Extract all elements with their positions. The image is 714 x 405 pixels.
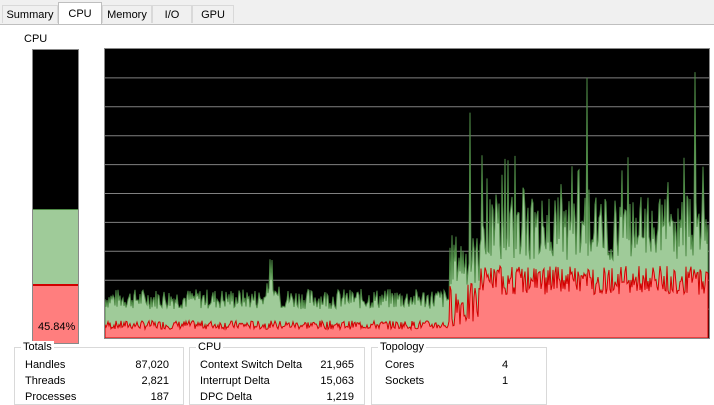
tab-strip: Summary CPU Memory I/O GPU — [0, 2, 714, 25]
tab-summary[interactable]: Summary — [2, 5, 58, 23]
cpu-usage-meter — [32, 49, 79, 344]
threads-label: Threads — [25, 375, 66, 387]
totals-row-threads: Threads 2,821 — [15, 374, 183, 389]
topology-row-sockets: Sockets 1 — [372, 374, 546, 389]
cpu-history-graph — [104, 48, 710, 339]
cpu-history-svg — [105, 72, 709, 338]
cpu-kernel-fill — [33, 284, 78, 343]
processes-value: 187 — [150, 391, 169, 403]
sockets-label: Sockets — [385, 375, 425, 387]
cpu-row-context-switch: Context Switch Delta 21,965 — [190, 358, 364, 373]
totals-group: Totals Handles 87,020 Threads 2,821 Proc… — [14, 341, 184, 405]
cpu-stats-title: CPU — [196, 341, 224, 353]
cpu-panel: CPU 45.84% Totals Handles 87,020 Threads… — [0, 24, 714, 405]
total-cpu-area — [105, 72, 709, 338]
cpu-stats-group: CPU Context Switch Delta 21,965 Interrup… — [189, 341, 365, 405]
tab-io[interactable]: I/O — [152, 5, 192, 23]
cpu-row-dpc: DPC Delta 1,219 — [190, 390, 364, 405]
tab-cpu[interactable]: CPU — [58, 2, 102, 24]
kernel-cpu-area — [105, 264, 709, 338]
threads-value: 2,821 — [141, 375, 169, 387]
cores-label: Cores — [385, 359, 415, 371]
topology-group: Topology Cores 4 Sockets 1 — [371, 341, 547, 405]
cpu-usage-percent: 45.84% — [38, 321, 76, 333]
topology-row-cores: Cores 4 — [372, 358, 546, 373]
topology-title: Topology — [378, 341, 427, 353]
cpu-row-interrupt: Interrupt Delta 15,063 — [190, 374, 364, 389]
totals-title: Totals — [21, 341, 54, 353]
tab-gpu[interactable]: GPU — [192, 5, 234, 23]
cores-value: 4 — [502, 359, 509, 371]
totals-row-processes: Processes 187 — [15, 390, 183, 405]
handles-value: 87,020 — [135, 359, 169, 371]
handles-label: Handles — [25, 359, 66, 371]
dpc-value: 1,219 — [326, 391, 354, 403]
interrupt-value: 15,063 — [320, 375, 354, 387]
dpc-label: DPC Delta — [200, 391, 252, 403]
context-switch-value: 21,965 — [320, 359, 354, 371]
processes-label: Processes — [25, 391, 77, 403]
tab-memory[interactable]: Memory — [102, 5, 152, 23]
context-switch-label: Context Switch Delta — [200, 359, 303, 371]
sockets-value: 1 — [502, 375, 509, 387]
interrupt-label: Interrupt Delta — [200, 375, 270, 387]
cpu-meter-label: CPU — [24, 33, 48, 45]
totals-row-handles: Handles 87,020 — [15, 358, 183, 373]
